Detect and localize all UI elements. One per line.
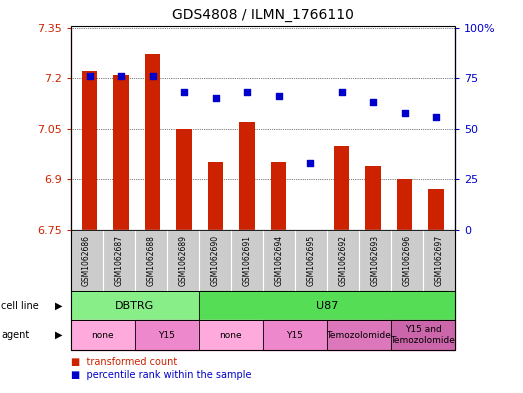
Bar [428,189,444,230]
Bar [397,179,413,230]
Bar [271,162,287,230]
Text: GDS4808 / ILMN_1766110: GDS4808 / ILMN_1766110 [172,7,354,22]
Bar [176,129,192,230]
Text: Temozolomide: Temozolomide [326,331,391,340]
Text: none: none [220,331,242,340]
Text: cell line: cell line [1,301,39,310]
Point [337,89,346,95]
Bar [145,55,161,230]
Text: ■  percentile rank within the sample: ■ percentile rank within the sample [71,370,251,380]
Text: GSM1062690: GSM1062690 [210,235,219,286]
Bar [208,162,223,230]
Point [369,99,377,106]
Text: U87: U87 [316,301,338,310]
Point [306,160,314,166]
Text: Y15: Y15 [287,331,303,340]
Bar [365,166,381,230]
Text: GSM1062687: GSM1062687 [114,235,123,286]
Text: GSM1062686: GSM1062686 [82,235,91,286]
Text: GSM1062689: GSM1062689 [178,235,187,286]
Text: ■  transformed count: ■ transformed count [71,356,177,367]
Text: GSM1062695: GSM1062695 [306,235,315,286]
Text: GSM1062697: GSM1062697 [435,235,444,286]
Point [211,95,220,101]
Text: agent: agent [1,330,29,340]
Point [243,89,251,95]
Text: ▶: ▶ [55,301,63,310]
Point [149,73,157,79]
Text: none: none [92,331,114,340]
Text: ▶: ▶ [55,330,63,340]
Text: GSM1062694: GSM1062694 [275,235,283,286]
Text: Y15: Y15 [158,331,175,340]
Point [117,73,125,79]
Text: GSM1062691: GSM1062691 [242,235,251,286]
Text: GSM1062692: GSM1062692 [338,235,347,286]
Bar [82,72,97,230]
Bar [239,122,255,230]
Text: GSM1062693: GSM1062693 [370,235,379,286]
Bar [113,75,129,230]
Text: Y15 and
Temozolomide: Y15 and Temozolomide [391,325,456,345]
Text: GSM1062688: GSM1062688 [146,235,155,286]
Text: GSM1062696: GSM1062696 [403,235,412,286]
Point [401,109,409,116]
Point [275,93,283,99]
Bar [334,145,349,230]
Point [85,73,94,79]
Point [180,89,188,95]
Point [432,114,440,120]
Text: DBTRG: DBTRG [115,301,154,310]
